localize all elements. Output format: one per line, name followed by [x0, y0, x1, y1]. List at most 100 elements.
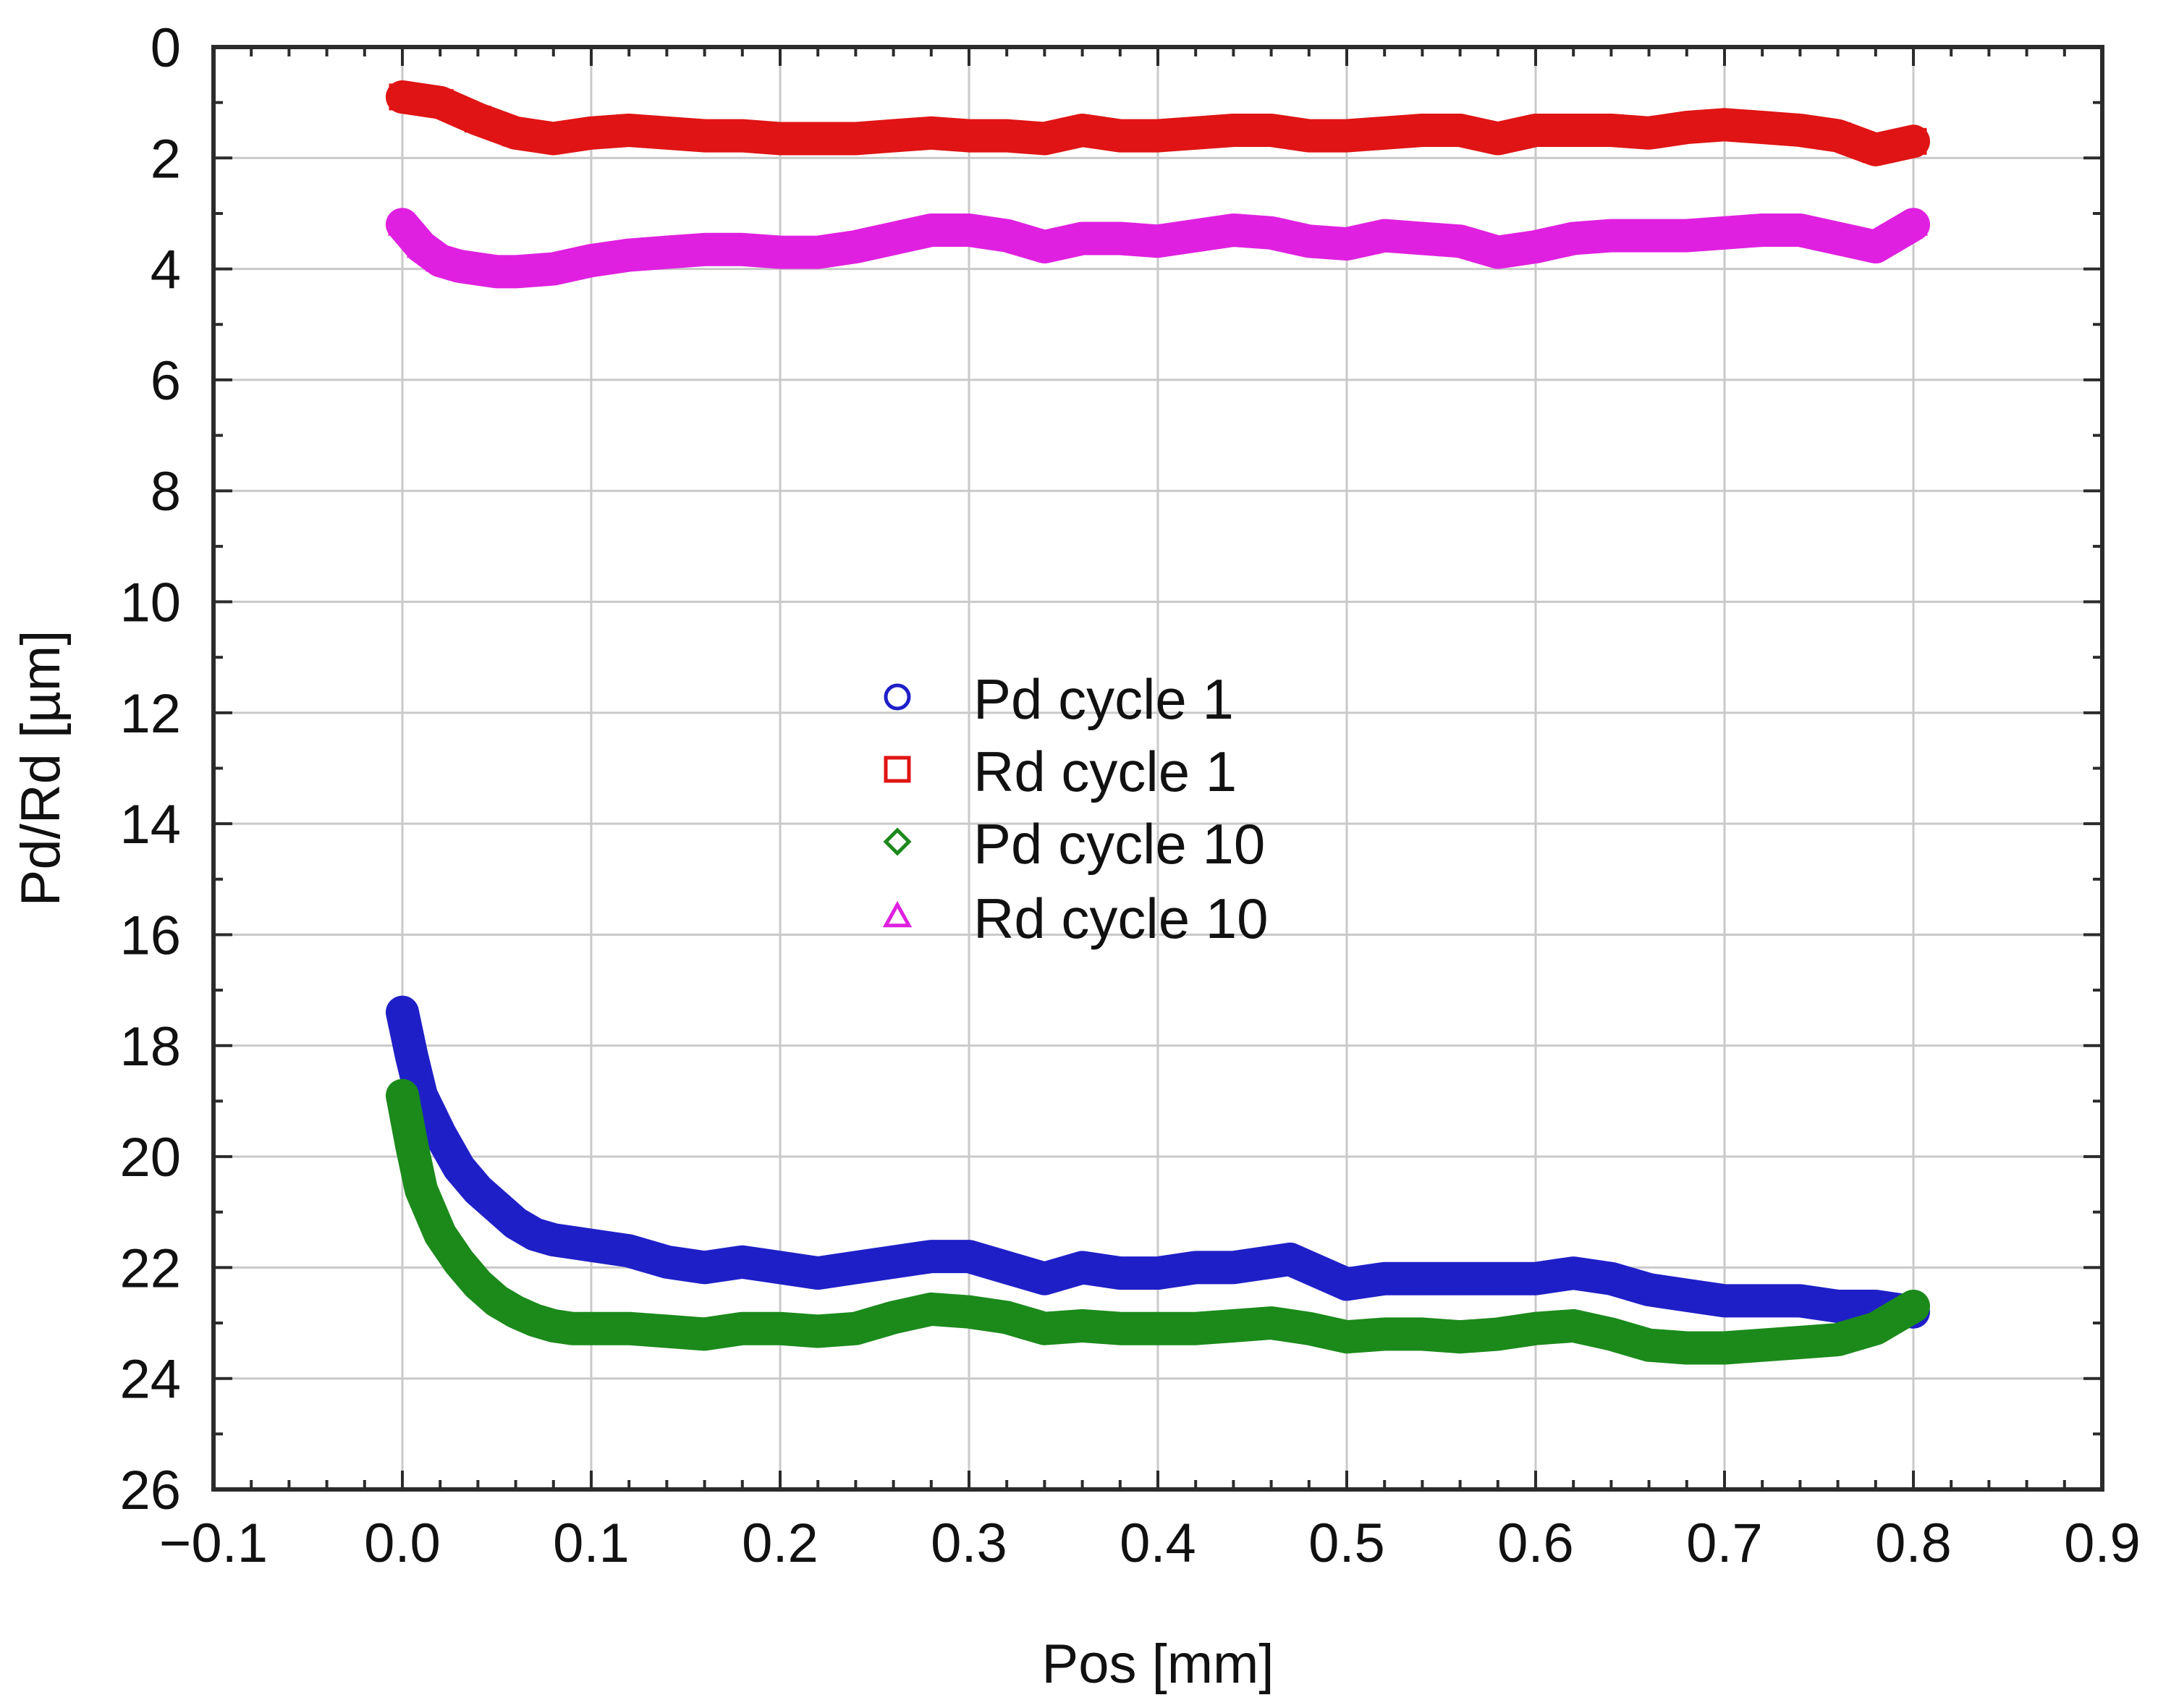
data-point	[1371, 119, 1398, 147]
data-point	[520, 1306, 549, 1335]
data-point	[577, 119, 605, 147]
data-point	[407, 1175, 436, 1204]
y-tick-label: 10	[119, 572, 181, 634]
data-point	[1371, 1265, 1398, 1293]
series-band	[386, 995, 1930, 1329]
data-point	[1596, 1319, 1625, 1348]
data-point	[1521, 1314, 1550, 1343]
x-tick-label: 0.5	[1308, 1513, 1385, 1574]
data-point	[729, 1248, 756, 1276]
data-point	[426, 89, 454, 117]
data-point	[1785, 214, 1815, 242]
x-tick-label: 0.3	[931, 1513, 1007, 1574]
data-point	[1672, 1333, 1701, 1363]
data-point	[398, 1043, 426, 1070]
data-point	[1219, 117, 1247, 144]
data-point	[577, 1232, 605, 1259]
data-point	[1711, 1287, 1738, 1314]
data-point	[1181, 1314, 1210, 1343]
data-point	[1522, 117, 1549, 144]
data-point	[804, 124, 832, 152]
data-point	[1030, 231, 1059, 258]
y-axis-title: Pd/Rd [µm]	[10, 630, 72, 907]
data-point	[1257, 1309, 1286, 1337]
data-point	[1144, 1259, 1172, 1287]
data-point	[1332, 1322, 1361, 1351]
data-point	[615, 117, 643, 144]
data-point	[1258, 117, 1285, 144]
data-point	[1031, 1265, 1058, 1293]
x-tick-label: 0.0	[364, 1513, 441, 1574]
data-point	[1106, 1314, 1135, 1343]
x-axis-title: Pos [mm]	[1042, 1633, 1274, 1695]
data-point	[1636, 119, 1663, 147]
data-point	[653, 1248, 680, 1276]
data-point	[1484, 1265, 1512, 1293]
data-point	[842, 124, 869, 152]
data-point	[652, 237, 682, 263]
data-point	[1747, 214, 1777, 242]
y-tick-label: 14	[119, 794, 181, 855]
data-point	[1031, 124, 1058, 152]
data-point	[1069, 117, 1096, 144]
data-point	[577, 1314, 606, 1343]
data-point	[1068, 1311, 1097, 1340]
data-point	[841, 231, 871, 258]
data-point	[1143, 1314, 1172, 1343]
x-tick-label: 0.6	[1497, 1513, 1574, 1574]
data-point	[879, 223, 908, 250]
data-point	[1295, 1253, 1323, 1281]
legend-entry-pd-cycle-10: Pd cycle 10	[883, 812, 1265, 876]
data-point	[1558, 223, 1588, 250]
x-tick-label: 0.2	[742, 1513, 818, 1574]
y-tick-label: 2	[151, 128, 181, 190]
y-tick-label: 26	[119, 1460, 181, 1521]
data-point	[1333, 122, 1361, 150]
data-point	[691, 1253, 719, 1281]
y-tick-label: 16	[119, 905, 181, 966]
data-point	[1560, 117, 1587, 144]
data-point	[1861, 231, 1891, 258]
data-point	[406, 231, 436, 258]
y-tick-label: 8	[151, 461, 181, 523]
legend-label: Pd cycle 1	[973, 667, 1234, 731]
data-point	[1824, 122, 1852, 150]
data-point	[1370, 1319, 1399, 1348]
data-point	[916, 214, 947, 242]
data-point	[389, 999, 416, 1026]
y-tick-label: 0	[151, 17, 181, 79]
data-point	[841, 1314, 870, 1343]
data-point	[1069, 1253, 1096, 1281]
data-point	[653, 119, 680, 147]
data-point	[1673, 114, 1701, 141]
data-point	[690, 234, 719, 261]
data-point	[1484, 1319, 1512, 1348]
data-point	[502, 1298, 530, 1327]
data-point	[1369, 220, 1400, 247]
data-point	[483, 1193, 510, 1220]
data-point	[955, 122, 983, 150]
series-rd-cycle-1	[386, 80, 1930, 166]
data-point	[1635, 1331, 1664, 1360]
legend-marker-circle	[884, 683, 911, 711]
data-point	[387, 209, 418, 236]
data-point	[1483, 237, 1513, 263]
x-tick-label: 0.8	[1875, 1513, 1952, 1574]
data-point	[540, 1226, 567, 1253]
data-point	[1333, 1270, 1361, 1298]
data-point	[1711, 111, 1738, 138]
data-point	[917, 1295, 946, 1324]
data-point	[1900, 127, 1927, 155]
data-point	[765, 237, 795, 263]
data-point	[1030, 1314, 1059, 1343]
legend-marker-square	[884, 756, 911, 783]
data-point	[538, 253, 569, 280]
legend: Pd cycle 1 Rd cycle 1 Pd cycle 10 Rd cyc…	[882, 667, 1269, 950]
data-point	[691, 122, 719, 150]
series-pd-cycle-1	[386, 995, 1930, 1329]
data-point	[991, 220, 1022, 247]
data-point	[803, 1317, 832, 1346]
